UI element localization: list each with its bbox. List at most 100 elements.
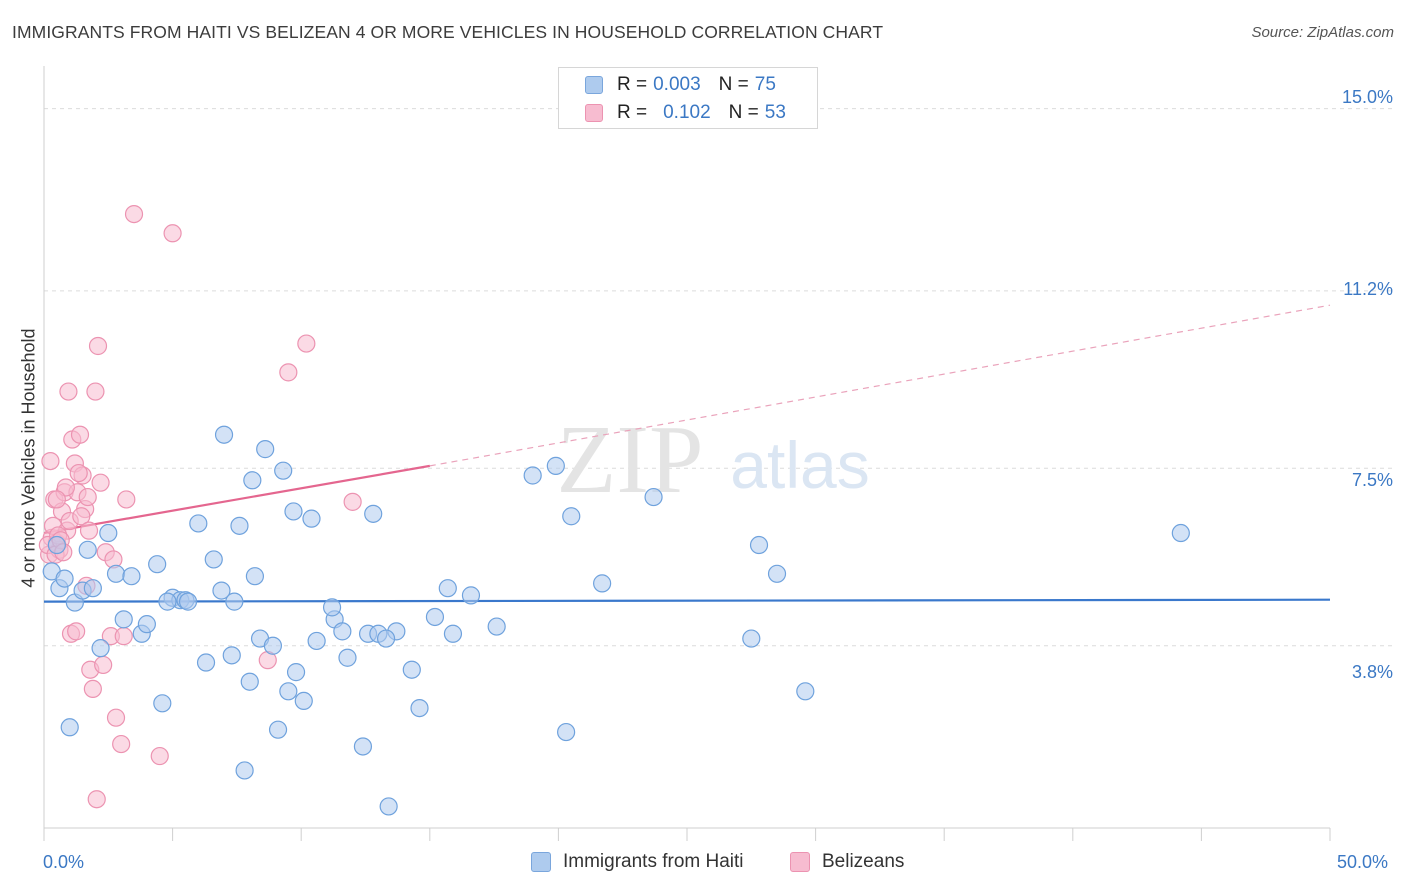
data-point-haiti — [178, 592, 198, 611]
legend-swatch-belizeans — [585, 104, 603, 122]
data-point-haiti — [333, 622, 352, 641]
data-point-haiti — [557, 722, 576, 742]
data-point-haiti — [353, 737, 373, 756]
legend-swatch-haiti — [585, 76, 603, 94]
data-point-haiti — [742, 629, 761, 648]
data-point-haiti — [243, 471, 262, 490]
data-point-haiti — [55, 569, 74, 588]
data-point-haiti — [106, 564, 126, 583]
r-label: R = — [617, 74, 648, 95]
data-point-haiti — [546, 456, 565, 475]
stats-legend: R = 0.003 N = 75 R = 0.102 N = 53 — [558, 67, 818, 129]
data-point-haiti — [263, 636, 283, 655]
data-point-haiti — [47, 535, 66, 555]
data-point-belizeans — [70, 425, 90, 444]
data-point-haiti — [204, 550, 223, 569]
data-point-haiti — [256, 440, 275, 459]
data-point-haiti — [114, 610, 133, 629]
trend-line-haiti — [43, 598, 1331, 603]
data-point-belizeans — [343, 492, 362, 511]
data-point-haiti — [240, 672, 259, 691]
y-tick-label: 3.8% — [1351, 662, 1393, 682]
chart-title: IMMIGRANTS FROM HAITI VS BELIZEAN 4 OR M… — [12, 22, 884, 42]
data-point-belizeans — [88, 336, 108, 356]
legend-label-belizeans: Belizeans — [822, 851, 905, 872]
data-point-belizeans — [112, 734, 131, 754]
data-point-haiti — [1171, 523, 1190, 543]
data-point-belizeans — [72, 507, 91, 526]
data-point-belizeans — [163, 224, 182, 243]
x-tick-label: 0.0% — [43, 852, 85, 872]
data-point-haiti — [443, 624, 463, 643]
data-point-belizeans — [91, 473, 110, 492]
data-point-haiti — [274, 461, 293, 480]
data-point-belizeans — [87, 790, 106, 809]
watermark-atlas: atlas — [730, 428, 869, 502]
source-label: Source: ZipAtlas.com — [1251, 24, 1394, 41]
data-point-haiti — [91, 639, 110, 658]
data-point-haiti — [60, 718, 79, 737]
data-point-belizeans — [69, 463, 88, 483]
data-point-haiti — [245, 567, 265, 586]
data-point-haiti — [410, 698, 429, 718]
data-point-haiti — [487, 617, 506, 636]
data-point-haiti — [214, 425, 234, 444]
r-value: 0.102 — [663, 102, 711, 123]
data-point-belizeans — [124, 204, 144, 224]
data-point-haiti — [212, 581, 231, 600]
data-point-haiti — [148, 555, 167, 574]
data-point-belizeans — [279, 363, 298, 382]
data-point-haiti — [196, 653, 216, 672]
data-point-belizeans — [59, 382, 78, 401]
x-tick-label: 50.0% — [1337, 852, 1389, 872]
y-tick-label: 11.2% — [1343, 279, 1393, 299]
trend-line-belizeans-extension — [429, 304, 1331, 467]
data-point-haiti — [523, 466, 542, 485]
data-point-haiti — [78, 540, 97, 559]
data-point-haiti — [99, 523, 118, 543]
data-point-belizeans — [79, 521, 99, 540]
data-point-belizeans — [117, 490, 136, 509]
series-legend: Immigrants from Haiti Belizeans — [0, 851, 1406, 877]
data-point-belizeans — [297, 334, 316, 353]
data-point-belizeans — [78, 487, 97, 507]
y-axis-title: 4 or more Vehicles in Household — [18, 328, 39, 588]
legend-item-haiti[interactable]: Immigrants from Haiti — [531, 851, 744, 873]
data-point-haiti — [749, 535, 769, 555]
data-point-haiti — [302, 509, 321, 528]
watermark-zip: ZIP — [557, 406, 704, 514]
data-point-haiti — [225, 592, 244, 611]
data-point-belizeans — [94, 655, 113, 675]
legend-label-haiti: Immigrants from Haiti — [563, 851, 744, 872]
data-point-haiti — [593, 574, 612, 593]
data-point-haiti — [189, 514, 208, 533]
data-point-haiti — [122, 567, 141, 586]
data-point-haiti — [376, 629, 396, 648]
trend-lines — [43, 304, 1331, 603]
data-point-haiti — [294, 691, 313, 711]
data-point-haiti — [562, 507, 581, 526]
data-point-belizeans — [114, 627, 133, 646]
data-point-haiti — [83, 579, 102, 598]
data-point-haiti — [307, 631, 326, 651]
data-point-haiti — [425, 607, 445, 627]
data-point-haiti — [338, 648, 357, 667]
r-value: 0.003 — [653, 74, 701, 95]
data-point-haiti — [796, 682, 815, 701]
legend-swatch-haiti — [531, 852, 551, 872]
n-label: N = — [728, 102, 759, 123]
data-point-haiti — [322, 598, 342, 617]
data-point-belizeans — [83, 679, 102, 699]
data-point-haiti — [222, 646, 241, 665]
watermark: ZIP atlas — [557, 406, 870, 514]
legend-swatch-belizeans — [790, 852, 810, 872]
data-point-haiti — [767, 564, 787, 583]
data-point-haiti — [268, 720, 288, 739]
data-point-belizeans — [41, 451, 60, 471]
data-point-haiti — [286, 663, 306, 682]
data-point-belizeans — [106, 708, 126, 727]
axes — [43, 66, 1331, 841]
legend-item-belizeans[interactable]: Belizeans — [790, 851, 904, 873]
data-point-haiti — [230, 516, 249, 535]
